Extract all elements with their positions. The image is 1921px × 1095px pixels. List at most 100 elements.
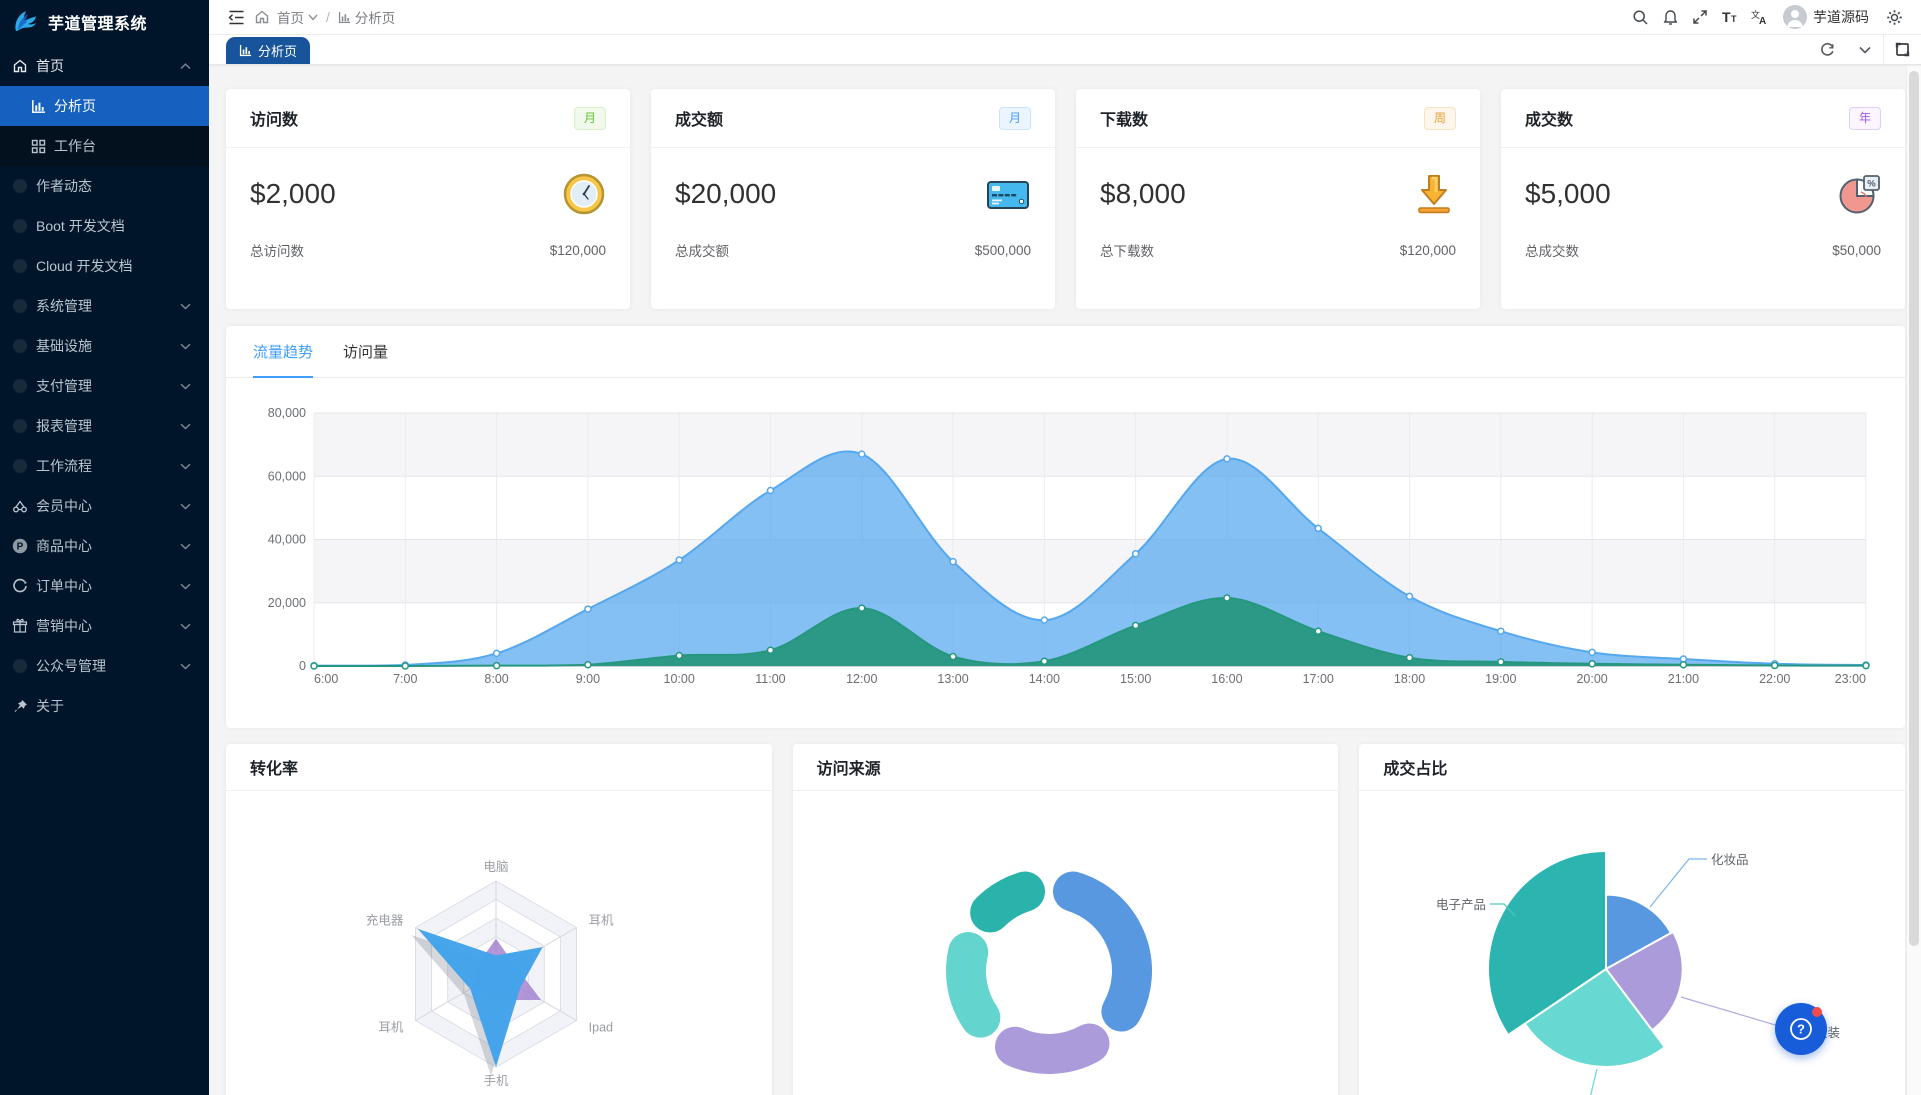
question-icon: ? — [1790, 1018, 1812, 1040]
visits-green-marker — [310, 662, 318, 670]
sidebar-menu: 首页分析页工作台 作者动态 Boot 开发文档 Cloud 开发文档系统管理 基础设施支… — [0, 44, 209, 1095]
sidebar-item-label: 订单中心 — [36, 578, 92, 594]
breadcrumb-home-icon[interactable] — [249, 4, 275, 30]
chevron-down-icon — [180, 503, 191, 510]
sidebar-item-11[interactable]: 会员中心 — [0, 486, 209, 526]
scrollbar-thumb[interactable] — [1909, 71, 1919, 946]
traffic-trend-card: 流量趋势 访问量 0 20,000 40,000 60,000 80,000 6:00 7:0… — [226, 326, 1905, 728]
period-badge: 月 — [573, 106, 606, 130]
sidebar-item-label: Cloud 开发文档 — [36, 258, 133, 274]
visits-green-marker — [1131, 621, 1140, 630]
rose-slice-label: 化妆品 — [1711, 853, 1749, 867]
donut-segment-teal[interactable] — [969, 871, 1045, 933]
x-tick-label: 22:00 — [1759, 672, 1790, 686]
avatar[interactable] — [1783, 5, 1807, 29]
svg-text:A: A — [1759, 16, 1766, 25]
menu-fold-icon[interactable] — [223, 4, 249, 30]
fullscreen-icon[interactable] — [1687, 4, 1713, 30]
chevron-down-icon — [180, 303, 191, 310]
sidebar-item-5[interactable]: Cloud 开发文档 — [0, 246, 209, 286]
visits-green-area — [314, 597, 1866, 666]
visits-green-marker — [1679, 660, 1688, 669]
help-button[interactable]: ? — [1775, 1003, 1827, 1055]
conversion-card: 转化率 电脑 耳机 Ipad 手机 耳机 充电器 — [226, 744, 772, 1095]
donut-segment-cyan[interactable] — [945, 932, 1001, 1038]
visit-source-donut-chart — [945, 871, 1152, 1074]
vertical-scrollbar[interactable] — [1906, 66, 1921, 1095]
split-band — [314, 539, 1866, 603]
y-tick-label: 80,000 — [268, 406, 306, 420]
x-tick-label: 19:00 — [1485, 672, 1516, 686]
sidebar-item-3[interactable]: 作者动态 — [0, 166, 209, 206]
sidebar-item-13[interactable]: 订单中心 — [0, 566, 209, 606]
chevron-down-icon — [180, 423, 191, 430]
svg-text:%: % — [1867, 179, 1876, 190]
dot-icon — [12, 298, 28, 314]
sidebar-item-15[interactable]: 公众号管理 — [0, 646, 209, 686]
sidebar-item-7[interactable]: 基础设施 — [0, 326, 209, 366]
stat-title: 成交额 — [675, 112, 724, 129]
sidebar-item-1[interactable]: 分析页 — [0, 86, 209, 126]
maximize-icon[interactable] — [1884, 35, 1921, 64]
sidebar-item-12[interactable]: P 商品中心 — [0, 526, 209, 566]
rose-slice-1[interactable] — [1604, 930, 1685, 1032]
rose-leader-line — [1590, 1068, 1598, 1095]
rose-slice-3[interactable] — [1487, 849, 1608, 1037]
visits-green-marker — [766, 646, 775, 654]
sidebar-item-2[interactable]: 工作台 — [0, 126, 209, 166]
sidebar-item-8[interactable]: 支付管理 — [0, 366, 209, 406]
breadcrumb-item-current: 分析页 — [338, 7, 396, 27]
notification-dot — [1812, 1007, 1822, 1017]
sidebar-item-10[interactable]: 工作流程 — [0, 446, 209, 486]
donut-segment-purple[interactable] — [994, 1023, 1110, 1074]
tab-analysis[interactable]: 分析页 — [226, 37, 311, 64]
trend-tabs: 流量趋势 访问量 — [226, 326, 1905, 378]
stat-footer-value: $120,000 — [549, 242, 606, 258]
sidebar-item-9[interactable]: 报表管理 — [0, 406, 209, 446]
visits-green-marker — [1497, 658, 1505, 666]
rose-slice-2[interactable] — [1523, 967, 1667, 1068]
tab-bar-controls — [1809, 35, 1921, 64]
sidebar-item-0[interactable]: 首页 — [0, 46, 209, 86]
x-tick-label: 18:00 — [1394, 672, 1425, 686]
visits-blue-marker — [858, 450, 866, 458]
sidebar-item-label: 公众号管理 — [36, 658, 106, 674]
chevron-down-icon[interactable] — [1846, 35, 1883, 64]
pie-stat-icon: % — [1837, 172, 1881, 216]
breadcrumb-separator: / — [326, 9, 330, 25]
sidebar-item-14[interactable]: 营销中心 — [0, 606, 209, 646]
sidebar-item-label: 分析页 — [54, 98, 96, 114]
breadcrumb-current-label: 分析页 — [354, 11, 396, 26]
stat-title: 访问数 — [250, 112, 299, 129]
grid-icon — [30, 138, 46, 154]
sidebar-item-4[interactable]: Boot 开发文档 — [0, 206, 209, 246]
tab-bar: 分析页 — [209, 35, 1921, 65]
x-tick-label: 10:00 — [664, 672, 695, 686]
period-badge: 周 — [1423, 106, 1456, 130]
gear-icon[interactable] — [1881, 4, 1907, 30]
trend-tab-1[interactable]: 访问量 — [343, 344, 389, 361]
visits-blue-marker — [766, 486, 775, 495]
sidebar-item-6[interactable]: 系统管理 — [0, 286, 209, 326]
app-logo[interactable]: 芋道管理系统 — [0, 0, 209, 44]
donut-segment-blue[interactable] — [1052, 871, 1152, 1032]
visits-green-marker — [492, 661, 501, 670]
product-icon: P — [12, 538, 28, 554]
y-tick-label: 0 — [299, 659, 306, 673]
trend-tab-0[interactable]: 流量趋势 — [253, 326, 314, 378]
rose-slice-0[interactable] — [1605, 893, 1673, 971]
user-name[interactable]: 芋道源码 — [1813, 9, 1869, 25]
sidebar-item-16[interactable]: 关于 — [0, 686, 209, 726]
visits-green-marker — [949, 652, 957, 661]
search-icon[interactable] — [1627, 4, 1653, 30]
breadcrumb-home-label: 首页 — [277, 11, 304, 26]
clock-stat-icon — [562, 172, 606, 216]
refresh-icon[interactable] — [1809, 35, 1846, 64]
breadcrumb-item-home[interactable]: 首页 — [277, 7, 318, 27]
bell-icon[interactable] — [1657, 4, 1683, 30]
x-tick-label: 20:00 — [1576, 672, 1607, 686]
